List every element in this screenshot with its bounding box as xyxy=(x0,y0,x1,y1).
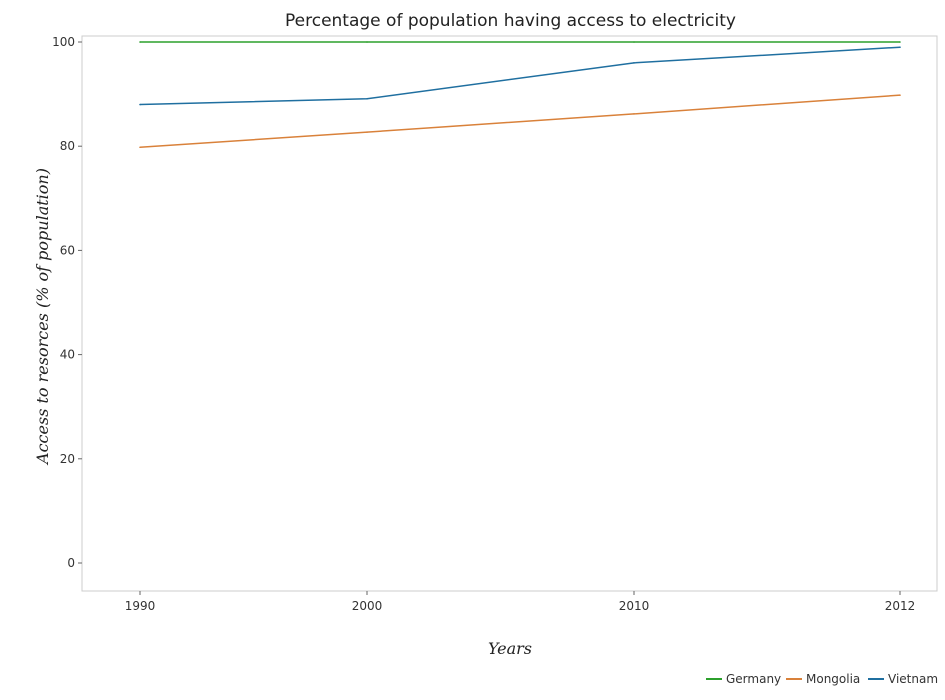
legend-label-vietnam: Vietnam xyxy=(888,672,938,686)
legend-label-germany: Germany xyxy=(726,672,781,686)
data-point-vietnam xyxy=(899,46,901,49)
chart-title: Percentage of population having access t… xyxy=(285,11,736,31)
y-tick-label: 100 xyxy=(52,35,75,49)
data-point-mongolia xyxy=(139,146,141,149)
legend: Germany Mongolia Vietnam xyxy=(706,672,938,686)
series-line-mongolia xyxy=(139,94,901,148)
data-point-germany xyxy=(366,41,368,43)
data-point-vietnam xyxy=(366,97,368,100)
x-tick-label: 2000 xyxy=(352,599,383,613)
y-tick-label: 60 xyxy=(60,243,75,257)
x-axis-title: Years xyxy=(488,639,532,658)
series-layer xyxy=(139,41,901,149)
y-axis-title: Access to resorces (% of population) xyxy=(33,168,52,466)
data-point-mongolia xyxy=(366,131,368,133)
y-axis: 0 20 40 60 80 100 xyxy=(52,35,82,570)
x-axis: 1990 2000 2010 2012 xyxy=(125,591,916,613)
data-point-mongolia xyxy=(633,113,635,115)
data-point-vietnam xyxy=(139,103,141,106)
y-tick-label: 0 xyxy=(67,556,75,570)
x-tick-label: 2010 xyxy=(619,599,650,613)
data-point-germany xyxy=(139,41,141,43)
plot-frame xyxy=(81,35,938,592)
data-point-mongolia xyxy=(899,94,901,96)
series-line-vietnam xyxy=(139,46,901,106)
y-tick-label: 20 xyxy=(60,452,75,466)
y-tick-label: 80 xyxy=(60,139,75,153)
data-point-vietnam xyxy=(633,62,635,64)
x-tick-label: 1990 xyxy=(125,599,156,613)
data-point-germany xyxy=(899,41,901,43)
y-tick-label: 40 xyxy=(60,348,75,362)
data-point-germany xyxy=(633,41,635,43)
legend-label-mongolia: Mongolia xyxy=(806,672,860,686)
x-tick-label: 2012 xyxy=(885,599,916,613)
